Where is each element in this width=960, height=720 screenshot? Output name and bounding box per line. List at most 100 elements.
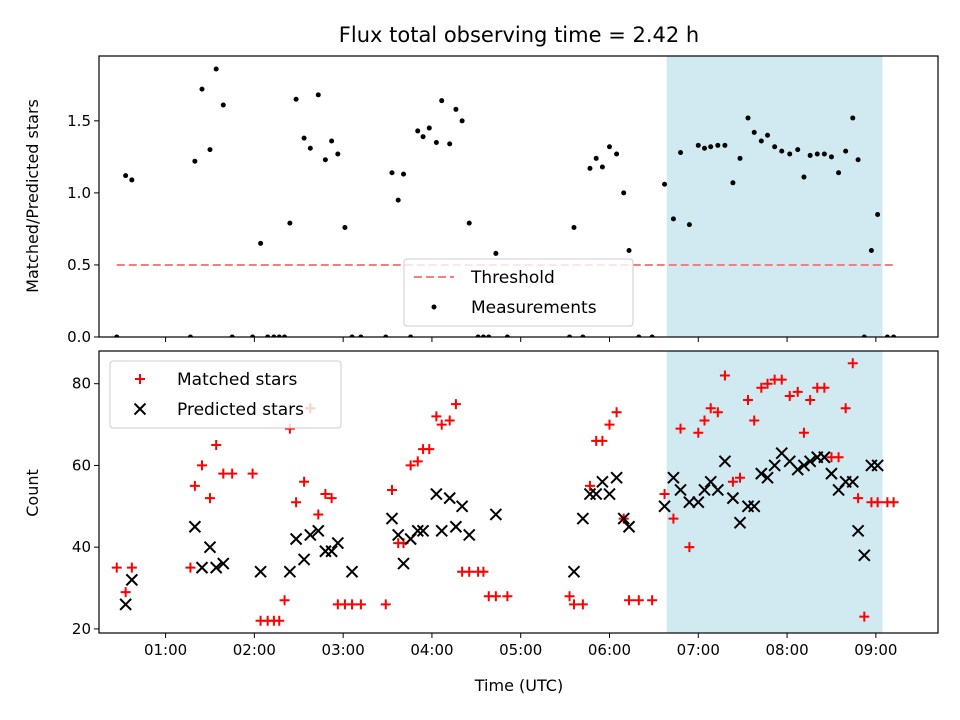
data-point: [814, 151, 820, 157]
data-point: [587, 165, 593, 171]
data-point: [395, 197, 401, 203]
data-point: [705, 403, 716, 414]
data-point: [315, 92, 321, 98]
data-point: [279, 595, 290, 606]
data-point: [274, 615, 285, 626]
data-point: [768, 459, 781, 472]
data-point: [617, 512, 630, 525]
chart-title: Flux total observing time = 2.42 h: [339, 23, 699, 47]
data-point: [416, 524, 430, 538]
data-point: [385, 512, 399, 525]
data-point: [383, 334, 389, 337]
data-point: [209, 561, 223, 574]
legend: Threshold Measurements: [403, 258, 634, 327]
data-point: [119, 598, 132, 611]
data-point: [443, 491, 456, 505]
axes-frame: [98, 350, 939, 634]
data-point: [282, 334, 288, 337]
data-point: [836, 170, 842, 176]
data-point: [607, 144, 613, 150]
highlight-span: [666, 350, 883, 634]
data-point: [449, 520, 463, 533]
data-point: [699, 415, 710, 426]
legend-box: [403, 258, 634, 327]
data-point: [276, 334, 282, 337]
data-point: [861, 334, 867, 337]
y-tick-label: 80: [72, 375, 91, 393]
legend-label: Predicted stars: [177, 400, 304, 420]
data-point: [755, 467, 768, 480]
data-point: [431, 411, 442, 422]
data-point: [828, 154, 834, 160]
data-point: [855, 157, 861, 163]
data-point: [412, 456, 423, 467]
data-point: [189, 480, 200, 491]
data-point: [604, 419, 615, 430]
data-point: [610, 471, 623, 484]
x-tick-label: 04:00: [410, 641, 453, 659]
x-tick-label: 01:00: [144, 641, 187, 659]
data-point: [818, 451, 831, 464]
data-point: [795, 147, 801, 153]
data-point: [271, 334, 277, 337]
data-point: [490, 591, 501, 602]
data-point: [391, 528, 405, 542]
data-point: [745, 115, 751, 121]
data-point: [320, 489, 331, 500]
data-point: [464, 566, 475, 577]
data-point: [622, 520, 636, 533]
data-point: [289, 532, 303, 546]
data-point: [792, 386, 803, 397]
data-point: [453, 106, 459, 112]
data-point: [258, 240, 264, 246]
data-point: [636, 334, 642, 337]
data-point: [195, 561, 209, 574]
data-point: [584, 480, 595, 491]
data-point: [722, 142, 728, 148]
data-point: [727, 476, 738, 487]
data-point: [426, 125, 432, 131]
data-point: [125, 573, 139, 587]
data-point: [111, 562, 122, 573]
data-point: [433, 139, 439, 145]
data-point: [577, 599, 588, 610]
data-point: [603, 487, 616, 501]
data-point: [424, 444, 435, 455]
data-point: [662, 181, 668, 187]
data-point: [692, 496, 705, 509]
data-point: [805, 395, 816, 406]
data-point: [733, 516, 747, 529]
data-point: [415, 128, 421, 134]
data-point: [693, 427, 704, 438]
data-point: [229, 334, 235, 337]
data-point: [825, 467, 838, 480]
data-point: [304, 528, 317, 542]
data-point: [502, 591, 513, 602]
data-point: [819, 382, 830, 393]
data-point: [204, 493, 215, 504]
data-point: [749, 415, 760, 426]
data-point: [667, 471, 680, 484]
data-layer: [111, 358, 899, 626]
data-point: [329, 138, 335, 144]
data-point: [254, 565, 267, 578]
data-point: [307, 145, 313, 151]
data-point: [335, 151, 341, 157]
legend-label: Threshold: [470, 268, 555, 288]
data-point: [283, 565, 297, 578]
legend: Matched stars Predicted stars: [109, 360, 342, 429]
data-point: [211, 440, 222, 450]
data-point: [247, 468, 258, 479]
data-point: [293, 96, 299, 102]
data-point: [712, 407, 723, 418]
data-point: [846, 475, 859, 488]
plot-area: 0.0 0.5 1.0 1.5 Threshold Measurements 20 40 60 8…: [67, 55, 939, 659]
x-tick-label: 08:00: [765, 641, 808, 659]
data-point: [850, 115, 856, 121]
x-tick-label: 05:00: [499, 641, 542, 659]
data-point: [626, 248, 632, 254]
data-point: [493, 250, 499, 256]
data-point: [875, 212, 881, 218]
data-point: [430, 487, 443, 501]
data-point: [199, 86, 205, 92]
